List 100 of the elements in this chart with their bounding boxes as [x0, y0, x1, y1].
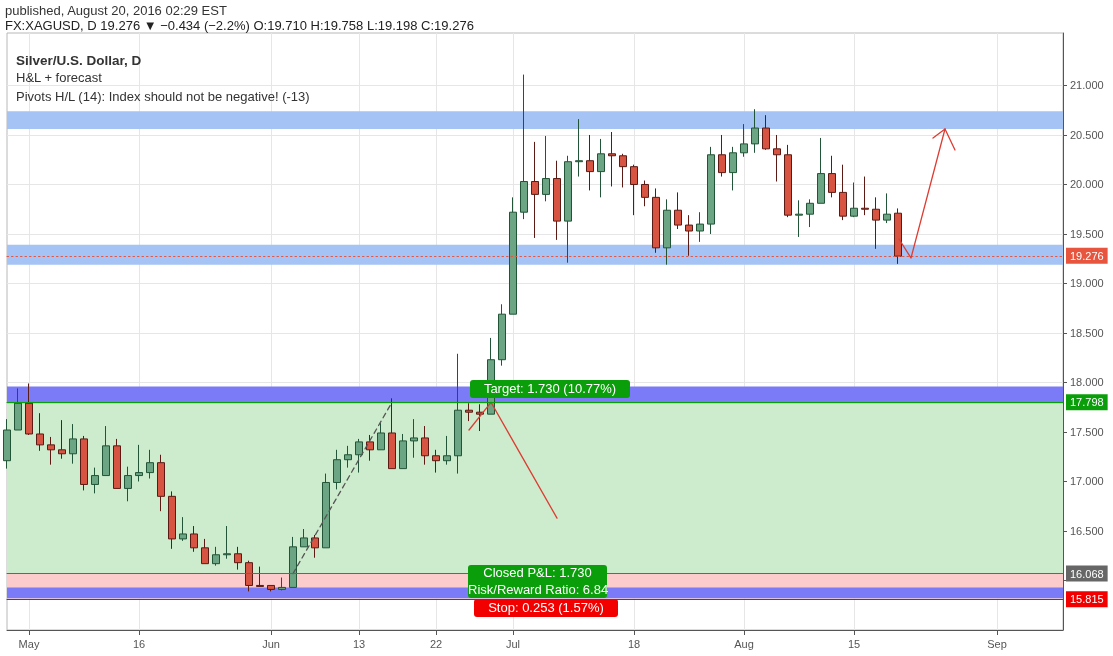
candlestick: [124, 466, 132, 502]
candlestick: [333, 449, 341, 490]
candlestick: [25, 382, 33, 436]
candlestick: [718, 134, 726, 178]
candlestick: [14, 387, 22, 431]
y-tick-label: 17.500: [1070, 425, 1104, 438]
y-tick-label: 18.000: [1070, 376, 1104, 389]
annotation: Stop: 0.253 (1.57%): [474, 599, 618, 617]
candlestick: [773, 134, 781, 183]
candlestick: [597, 138, 605, 198]
candlestick: [740, 123, 748, 158]
y-tick-label: 17.000: [1070, 475, 1104, 488]
x-tick-label: 18: [627, 637, 641, 650]
y-tick-label: 20.500: [1070, 128, 1104, 141]
ref-line-label: 19.276: [1070, 249, 1104, 262]
candlestick: [751, 108, 759, 154]
candlestick: [355, 438, 363, 474]
candlestick: [575, 118, 583, 178]
candlestick: [36, 412, 44, 452]
candlestick: [212, 546, 220, 567]
y-tick-label: 18.500: [1070, 326, 1104, 339]
candlestick: [102, 425, 110, 477]
candlestick: [245, 560, 253, 592]
x-tick-label: 13: [352, 637, 366, 650]
candlestick: [663, 198, 671, 266]
candlestick: [223, 525, 231, 560]
candlestick: [267, 584, 275, 592]
candlestick: [256, 566, 264, 587]
candlestick: [432, 449, 440, 474]
x-tick-label: 22: [429, 637, 443, 650]
candlestick: [69, 423, 77, 465]
candlestick: [135, 444, 143, 482]
candlestick: [278, 577, 286, 591]
x-tick-label: Jul: [505, 637, 521, 650]
candlestick: [707, 146, 715, 235]
candlestick: [3, 418, 11, 470]
x-tick-label: Sep: [987, 637, 1007, 650]
y-tick-label: 21.000: [1070, 79, 1104, 92]
candlestick: [311, 534, 319, 559]
candlestick: [179, 516, 187, 542]
candlestick: [300, 528, 308, 548]
x-tick-label: 15: [847, 637, 861, 650]
candlestick: [883, 192, 891, 224]
candlestick: [58, 419, 66, 460]
candlestick: [894, 207, 902, 265]
text: published, August 20, 2016 02:29 EST: [5, 3, 227, 19]
candlestick: [729, 146, 737, 191]
y-tick-label: 19.500: [1070, 227, 1104, 240]
candlestick: [586, 134, 594, 191]
candlestick: [806, 198, 814, 228]
candlestick: [91, 467, 99, 494]
candlestick: [795, 199, 803, 238]
candlestick: [553, 160, 561, 241]
candlestick: [201, 538, 209, 565]
candlestick: [289, 536, 297, 588]
chart-title: FX:XAGUSD, D 19.276 ▼ −0.434 (−2.2%) O:19.710 H:19.758 L:19.198 C:19.276: [5, 18, 474, 33]
candlestick: [80, 435, 88, 491]
candlestick: [344, 445, 352, 469]
annotation: Target: 1.730 (10.77%): [470, 380, 630, 398]
candlestick: [168, 490, 176, 550]
candlestick: [828, 155, 836, 198]
y-tick-label: 20.000: [1070, 178, 1104, 191]
candlestick: [113, 438, 121, 489]
candlestick: [630, 164, 638, 216]
candlestick: [817, 137, 825, 204]
candlestick: [696, 211, 704, 243]
candlestick: [608, 131, 616, 187]
candlestick: [366, 434, 374, 462]
x-tick-label: Aug: [734, 637, 754, 650]
annotation: Pivots H/L (14): Index should not be negative! (-13): [16, 89, 310, 105]
ref-line-label: 17.798: [1070, 396, 1104, 409]
candlestick: [872, 196, 880, 250]
candlestick: [410, 418, 418, 459]
candlestick: [498, 303, 506, 367]
candlestick: [322, 473, 330, 549]
candlestick: [421, 425, 429, 466]
candlestick: [454, 353, 462, 475]
candlestick: [641, 180, 649, 207]
annotation: Closed P&L: 1.730: [468, 565, 607, 581]
candlestick: [388, 397, 396, 470]
x-tick-label: 16: [132, 637, 146, 650]
candlestick: [762, 114, 770, 151]
ref-line-label: 15.815: [1070, 593, 1104, 606]
candlestick: [234, 546, 242, 571]
candlestick: [861, 176, 869, 216]
candlestick: [619, 153, 627, 188]
candlestick: [850, 182, 858, 218]
candlestick: [146, 449, 154, 480]
candlestick: [685, 214, 693, 257]
ref-line-label: 16.068: [1070, 567, 1104, 580]
candlestick: [157, 454, 165, 512]
text: Silver/U.S. Dollar, D: [16, 52, 142, 69]
candlestick: [784, 144, 792, 218]
annotation: H&L + forecast: [16, 70, 102, 86]
candlestick: [520, 74, 528, 220]
candlestick: [465, 402, 473, 422]
candlestick: [542, 135, 550, 202]
candlestick: [674, 191, 682, 230]
x-tick-label: May: [18, 637, 40, 650]
candlestick: [399, 433, 407, 470]
